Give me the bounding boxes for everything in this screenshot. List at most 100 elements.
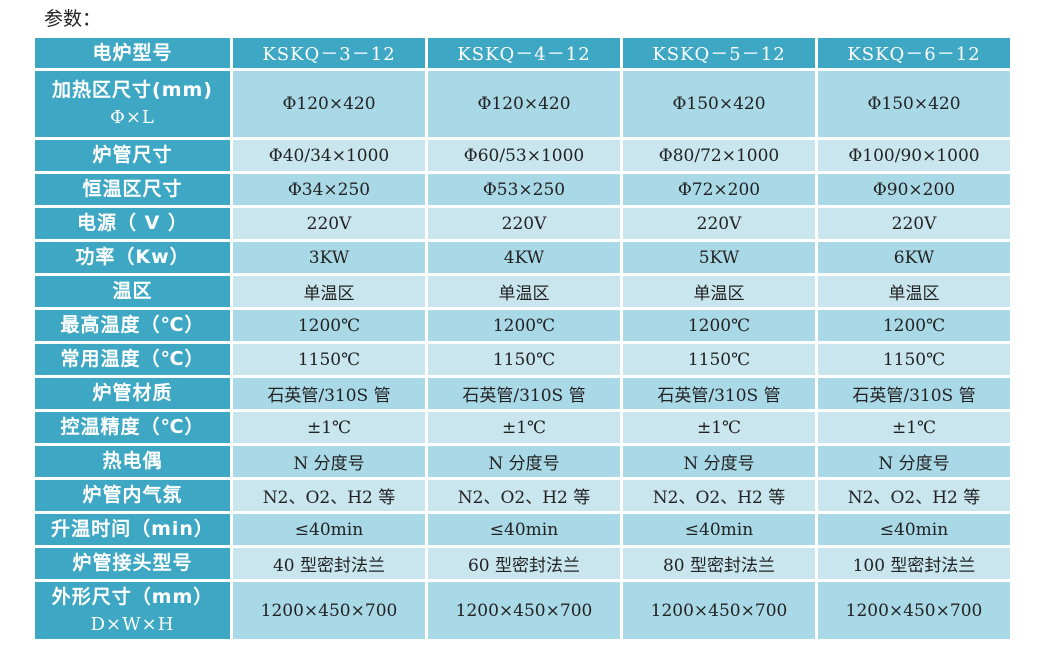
row-label-text: 热电偶 bbox=[102, 450, 163, 472]
row-label-text: 最高温度（℃） bbox=[60, 314, 205, 336]
row-label-text: 外形尺寸（mm） bbox=[51, 585, 214, 608]
table-cell: Φ40/34×1000 bbox=[230, 137, 428, 174]
row-label-text: 功率（Kw） bbox=[75, 246, 190, 268]
row-label: 恒温区尺寸 bbox=[32, 171, 233, 208]
table-cell: 1200℃ bbox=[425, 307, 623, 344]
table-cell: 单温区 bbox=[425, 273, 623, 310]
row-label-text: 炉管材质 bbox=[92, 382, 173, 404]
table-cell: 1150℃ bbox=[620, 341, 818, 378]
table-cell: 单温区 bbox=[230, 273, 428, 310]
table-row: 升温时间（min） ≤40min ≤40min ≤40min ≤40min bbox=[32, 511, 1013, 548]
table-cell: Φ53×250 bbox=[425, 171, 623, 208]
table-cell: Φ80/72×1000 bbox=[620, 137, 818, 174]
table-cell: N 分度号 bbox=[815, 443, 1013, 480]
table-cell: 220V bbox=[425, 205, 623, 242]
row-label: 炉管内气氛 bbox=[32, 477, 233, 514]
table-cell: N 分度号 bbox=[620, 443, 818, 480]
table-row: 炉管尺寸 Φ40/34×1000 Φ60/53×1000 Φ80/72×1000 Φ10… bbox=[32, 137, 1013, 174]
table-cell: Φ120×420 bbox=[425, 68, 623, 140]
row-label: 控温精度（℃） bbox=[32, 409, 233, 446]
table-cell: 4KW bbox=[425, 239, 623, 276]
table-cell: Φ60/53×1000 bbox=[425, 137, 623, 174]
table-cell: Φ100/90×1000 bbox=[815, 137, 1013, 174]
table-cell: 6KW bbox=[815, 239, 1013, 276]
row-label: 外形尺寸（mm） D×W×H bbox=[32, 579, 233, 642]
table-cell: Φ150×420 bbox=[620, 68, 818, 140]
model-header: KSKQ－6－12 bbox=[815, 35, 1013, 71]
table-cell: 1150℃ bbox=[425, 341, 623, 378]
row-label: 功率（Kw） bbox=[32, 239, 233, 276]
model-header: KSKQ－4－12 bbox=[425, 35, 623, 71]
table-cell: 100 型密封法兰 bbox=[815, 545, 1013, 582]
table-row: 最高温度（℃） 1200℃ 1200℃ 1200℃ 1200℃ bbox=[32, 307, 1013, 344]
row-label-text: 炉管接头型号 bbox=[72, 552, 193, 574]
table-cell: 5KW bbox=[620, 239, 818, 276]
row-label: 热电偶 bbox=[32, 443, 233, 480]
row-label: 常用温度（℃） bbox=[32, 341, 233, 378]
table-row: 常用温度（℃） 1150℃ 1150℃ 1150℃ 1150℃ bbox=[32, 341, 1013, 378]
row-label: 炉管尺寸 bbox=[32, 137, 233, 174]
table-cell: N2、O2、H2 等 bbox=[425, 477, 623, 514]
table-row: 外形尺寸（mm） D×W×H 1200×450×700 1200×450×700 120… bbox=[32, 579, 1013, 642]
table-cell: 220V bbox=[620, 205, 818, 242]
row-label-text: 炉管内气氛 bbox=[82, 484, 183, 506]
table-cell: N 分度号 bbox=[230, 443, 428, 480]
table-cell: ±1℃ bbox=[230, 409, 428, 446]
table-cell: 1150℃ bbox=[230, 341, 428, 378]
table-cell: 40 型密封法兰 bbox=[230, 545, 428, 582]
row-label-text: 恒温区尺寸 bbox=[82, 178, 183, 200]
model-header: KSKQ－3－12 bbox=[230, 35, 428, 71]
table-cell: 单温区 bbox=[620, 273, 818, 310]
table-cell: Φ120×420 bbox=[230, 68, 428, 140]
row-label: 温区 bbox=[32, 273, 233, 310]
row-label: 加热区尺寸(mm) Φ×L bbox=[32, 68, 233, 140]
table-cell: 3KW bbox=[230, 239, 428, 276]
table-cell: N2、O2、H2 等 bbox=[230, 477, 428, 514]
table-cell: Φ34×250 bbox=[230, 171, 428, 208]
table-cell: 1200℃ bbox=[815, 307, 1013, 344]
row-label-subtext: D×W×H bbox=[90, 613, 175, 635]
row-label-text: 电源（ V ） bbox=[77, 212, 188, 234]
table-cell: ±1℃ bbox=[815, 409, 1013, 446]
header-row: 电炉型号 KSKQ－3－12 KSKQ－4－12 KSKQ－5－12 KSKQ－… bbox=[32, 35, 1013, 71]
table-cell: ≤40min bbox=[620, 511, 818, 548]
table-cell: 1200×450×700 bbox=[230, 579, 428, 642]
spec-table: 电炉型号 KSKQ－3－12 KSKQ－4－12 KSKQ－5－12 KSKQ－… bbox=[32, 35, 1013, 642]
table-cell: N2、O2、H2 等 bbox=[815, 477, 1013, 514]
row-label-text: 控温精度（℃） bbox=[60, 416, 205, 438]
table-cell: 1200×450×700 bbox=[620, 579, 818, 642]
table-cell: Φ90×200 bbox=[815, 171, 1013, 208]
table-row: 炉管材质 石英管/310S 管石英管/310S 管石英管/310S 管石英管/31… bbox=[32, 375, 1013, 412]
table-cell: 石英管/310S 管 bbox=[620, 375, 818, 412]
row-label: 电源（ V ） bbox=[32, 205, 233, 242]
row-label: 炉管材质 bbox=[32, 375, 233, 412]
table-cell: ±1℃ bbox=[425, 409, 623, 446]
table-cell: 1200×450×700 bbox=[815, 579, 1013, 642]
table-cell: 60 型密封法兰 bbox=[425, 545, 623, 582]
table-cell: 80 型密封法兰 bbox=[620, 545, 818, 582]
table-row: 炉管内气氛 N2、O2、H2 等 N2、O2、H2 等 N2、O2、H2 等 N2、O2… bbox=[32, 477, 1013, 514]
table-cell: 220V bbox=[230, 205, 428, 242]
table-row: 电源（ V ） 220V 220V 220V 220V bbox=[32, 205, 1013, 242]
row-label-subtext: Φ×L bbox=[110, 107, 155, 128]
table-row: 加热区尺寸(mm) Φ×L Φ120×420 Φ120×420 Φ150×420 Φ150… bbox=[32, 68, 1013, 140]
table-cell: 1150℃ bbox=[815, 341, 1013, 378]
row-label-text: 常用温度（℃） bbox=[60, 348, 205, 370]
table-cell: 1200℃ bbox=[620, 307, 818, 344]
table-row: 温区 单温区 单温区 单温区 单温区 bbox=[32, 273, 1013, 310]
table-row: 控温精度（℃） ±1℃ ±1℃ ±1℃ ±1℃ bbox=[32, 409, 1013, 446]
table-cell: ≤40min bbox=[230, 511, 428, 548]
table-row: 恒温区尺寸 Φ34×250 Φ53×250 Φ72×200 Φ90×200 bbox=[32, 171, 1013, 208]
header-label: 电炉型号 bbox=[32, 35, 233, 71]
table-cell: 1200℃ bbox=[230, 307, 428, 344]
table-cell: 单温区 bbox=[815, 273, 1013, 310]
model-header: KSKQ－5－12 bbox=[620, 35, 818, 71]
table-row: 功率（Kw） 3KW 4KW 5KW 6KW bbox=[32, 239, 1013, 276]
table-row: 热电偶 N 分度号 N 分度号 N 分度号 N 分度号 bbox=[32, 443, 1013, 480]
table-cell: Φ150×420 bbox=[815, 68, 1013, 140]
row-label: 炉管接头型号 bbox=[32, 545, 233, 582]
row-label-text: 温区 bbox=[112, 280, 153, 302]
page-title: 参数： bbox=[44, 8, 102, 30]
table-cell: ≤40min bbox=[815, 511, 1013, 548]
table-cell: ≤40min bbox=[425, 511, 623, 548]
